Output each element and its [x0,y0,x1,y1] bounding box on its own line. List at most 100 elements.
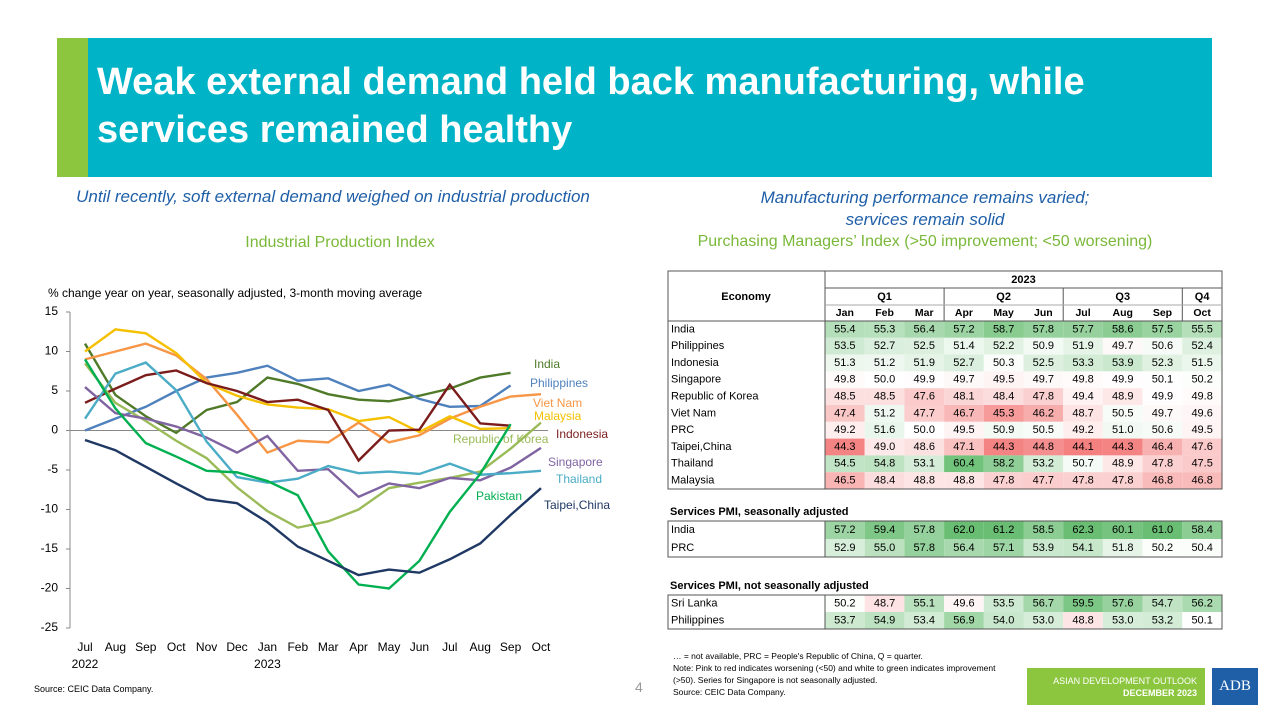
heat-cell [864,438,905,456]
cell-value: 60.4 [953,458,974,470]
heat-cell [825,421,865,439]
series-label: Malaysia [534,409,582,423]
title-stripe [57,38,88,177]
heat-cell [1023,321,1064,338]
y-tick-label: 5 [51,383,58,397]
cell-value: 51.9 [1072,340,1093,352]
left-heading: Until recently, soft external demand wei… [76,187,590,206]
x-tick-label: Mar [318,640,339,654]
cell-value: 56.4 [914,323,935,335]
heat-cell [983,371,1024,389]
cell-value: 47.5 [1191,458,1212,470]
row-name: Viet Nam [671,407,716,419]
heat-cell [983,421,1024,439]
cell-value: 60.1 [1112,524,1133,536]
heat-cell [1142,472,1183,489]
cell-value: 48.7 [1072,407,1093,419]
heat-cell [1182,321,1222,338]
x-tick-label: Feb [287,640,308,654]
cell-value: 54.7 [1152,597,1173,609]
heat-cell [1142,438,1183,456]
heat-cell [983,595,1024,612]
x-tick-label: Nov [196,640,217,654]
cell-value: 49.9 [1112,374,1133,386]
cell-value: 48.1 [953,391,974,403]
heat-cell [825,521,865,539]
heat-cell [864,421,905,439]
heat-cell [1063,612,1103,629]
heat-cell [904,455,945,473]
heat-cell [1023,337,1064,355]
heat-cell [944,405,984,422]
heat-cell [1023,388,1064,405]
heat-cell [1182,421,1222,439]
cell-value: 54.1 [1072,542,1093,554]
heat-cell [864,612,905,629]
cell-value: 55.4 [834,323,855,335]
cell-value: 54.8 [874,458,895,470]
cell-value: 47.6 [1191,441,1212,453]
heat-cell [1063,405,1103,422]
section-border [667,594,1223,630]
cell-value: 46.7 [953,407,974,419]
y-tick-label: 15 [45,304,59,318]
row-name: PRC [671,424,694,436]
cell-value: 47.7 [914,407,935,419]
cell-value: 48.4 [993,391,1014,403]
cell-value: 45.3 [993,407,1014,419]
cell-value: 46.8 [1191,475,1212,487]
series-line [84,438,542,577]
x-tick-label: Jul [77,640,92,654]
heat-cell [944,595,984,612]
heat-cell [1023,472,1064,489]
cell-value: 54.5 [834,458,855,470]
heat-cell [1102,354,1143,372]
cell-value: 55.0 [874,542,895,554]
heat-cell [825,337,865,355]
cell-value: 61.0 [1152,524,1173,536]
header-month: Jun [1034,307,1053,319]
cell-value: 59.5 [1072,597,1093,609]
cell-value: 49.2 [834,424,855,436]
row-name: Thailand [671,458,713,470]
heat-cell [983,539,1024,557]
heat-cell [1063,371,1103,389]
cell-value: 53.7 [834,614,855,626]
cell-value: 49.6 [1191,407,1212,419]
note: Source: CEIC Data Company. [673,687,786,697]
heat-cell [944,321,984,338]
y-tick-label: 0 [51,423,58,437]
heat-cell [1063,354,1103,372]
cell-value: 51.8 [1112,542,1133,554]
cell-value: 52.7 [953,357,974,369]
x-tick-label: Dec [226,640,247,654]
cell-value: 51.4 [953,340,974,352]
heat-cell [944,521,984,539]
heat-cell [864,321,905,338]
cell-value: 50.2 [1191,374,1212,386]
row-name: Philippines [671,614,725,626]
cell-value: 53.0 [1112,614,1133,626]
cell-value: 59.4 [874,524,895,536]
cell-value: 48.5 [874,391,895,403]
header-year: 2023 [1011,274,1035,286]
cell-value: 46.4 [1152,441,1173,453]
source: Source: CEIC Data Company. [34,684,154,694]
y-tick-label: -5 [47,462,58,476]
cell-value: 57.1 [993,542,1014,554]
cell-value: 49.2 [1072,424,1093,436]
heat-cell [1182,595,1222,612]
heat-cell [904,354,945,372]
header-quarter: Q1 [877,291,892,303]
cell-value: 53.5 [834,340,855,352]
cell-value: 50.9 [993,424,1014,436]
cell-value: 52.9 [834,542,855,554]
cell-value: 56.9 [953,614,974,626]
heat-cell [1023,595,1064,612]
cell-value: 50.2 [1152,542,1173,554]
x-group-label: 2022 [72,657,99,671]
heat-cell [944,371,984,389]
cell-value: 56.2 [1191,597,1212,609]
